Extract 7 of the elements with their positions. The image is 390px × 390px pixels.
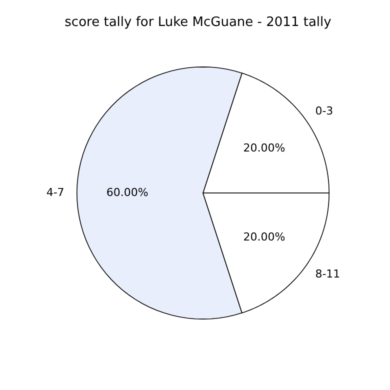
data-label: 60.00% — [106, 186, 148, 200]
slice-label: 0-3 — [315, 104, 334, 118]
slice-label: 8-11 — [315, 268, 340, 281]
chart-title: score tally for Luke McGuane - 2011 tally — [64, 15, 332, 30]
data-label: 20.00% — [243, 230, 286, 244]
data-label: 20.00% — [243, 142, 286, 155]
slice-label: 4-7 — [46, 186, 64, 200]
